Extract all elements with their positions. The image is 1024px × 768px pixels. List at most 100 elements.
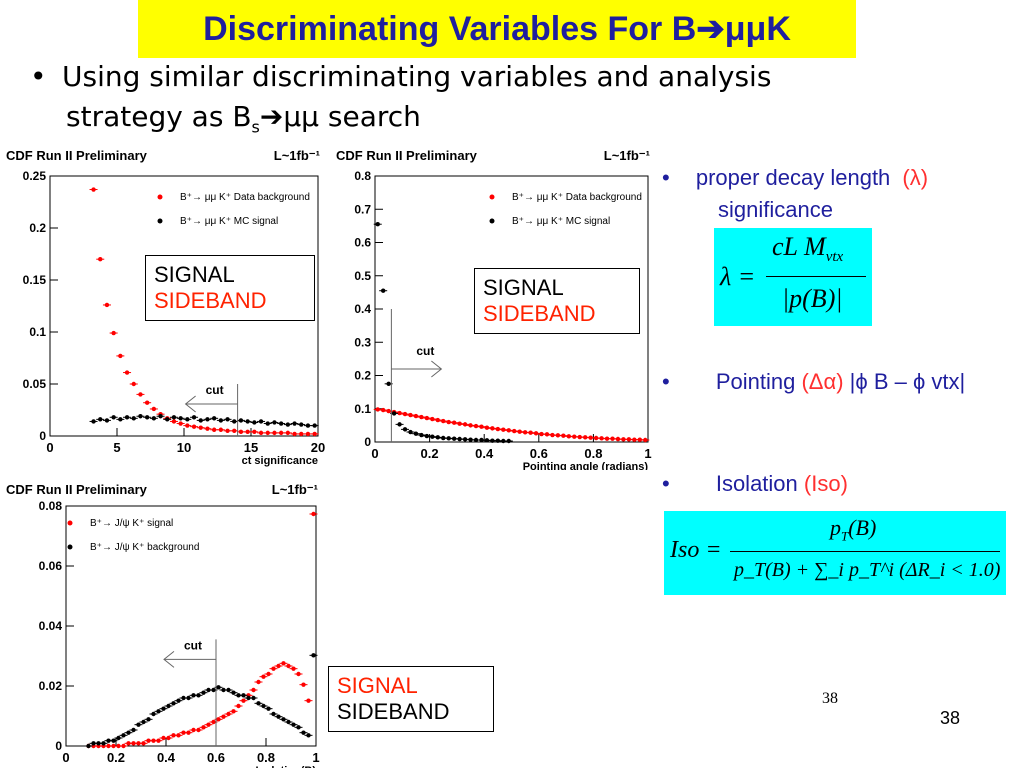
- bullet-text: Isolation: [715, 471, 798, 496]
- data-point: [484, 438, 490, 443]
- data-point: [305, 423, 311, 428]
- data-point: [126, 730, 131, 735]
- data-point: [424, 433, 430, 439]
- data-point: [593, 435, 599, 441]
- data-point: [572, 434, 577, 439]
- formula-denominator: |p(B)|: [782, 284, 843, 313]
- data-point: [216, 717, 221, 722]
- data-point: [265, 421, 270, 426]
- x-tick-label: 10: [177, 440, 191, 455]
- legend-entry: B⁺→ μμ K⁺ MC signal: [180, 216, 278, 227]
- data-point: [238, 429, 244, 435]
- bullet-isolation: • Isolation (Iso): [662, 470, 848, 498]
- data-point: [131, 741, 136, 746]
- bullet-highlight: (Iso): [803, 471, 848, 496]
- data-point: [528, 430, 533, 435]
- data-point: [468, 423, 473, 428]
- data-point: [413, 431, 419, 436]
- data-point: [104, 418, 110, 423]
- pointing-angle-plot: CDF Run II Preliminary L~1fb⁻¹ 0 0.1 0.2 0.3 0…: [336, 148, 652, 470]
- data-point: [245, 419, 250, 424]
- data-point: [141, 719, 146, 725]
- chart-header-right: L~1fb⁻¹: [274, 148, 320, 163]
- bullet-line-2-pre: strategy as B: [66, 100, 252, 133]
- data-point: [91, 419, 96, 424]
- data-point: [413, 413, 419, 419]
- x-tick-label: 0.4: [475, 446, 494, 461]
- ct-significance-plot: CDF Run II Preliminary L~1fb⁻¹ 0 0.05 0.1 0.1…: [6, 148, 325, 467]
- data-point: [301, 730, 306, 735]
- data-point: [299, 431, 304, 437]
- data-point: [271, 711, 276, 717]
- data-point: [98, 257, 103, 262]
- data-point: [196, 727, 201, 733]
- data-point: [111, 738, 116, 743]
- data-point: [86, 743, 91, 749]
- data-point: [98, 417, 103, 422]
- data-point: [391, 411, 397, 416]
- data-point: [198, 418, 203, 423]
- data-point: [473, 423, 479, 429]
- data-point: [281, 661, 286, 666]
- x-tick-label: 0.6: [207, 750, 225, 765]
- formula-lhs: Iso =: [670, 537, 722, 563]
- chart-header-right: L~1fb⁻¹: [272, 482, 318, 497]
- data-point: [566, 434, 572, 439]
- data-point: [408, 412, 413, 418]
- chart-header-left: CDF Run II Preliminary: [6, 148, 148, 163]
- data-point: [241, 698, 246, 703]
- y-tick-label: 0.5: [354, 269, 371, 283]
- data-point: [643, 437, 648, 443]
- y-tick-label: 0.1: [29, 325, 46, 339]
- data-point: [221, 714, 226, 719]
- data-point: [178, 421, 183, 426]
- data-point: [261, 703, 266, 709]
- data-point: [146, 717, 151, 722]
- data-point: [506, 438, 511, 444]
- data-point: [490, 426, 495, 431]
- data-point: [201, 690, 206, 695]
- data-point: [291, 722, 296, 727]
- legend-entry: B⁺→ μμ K⁺ Data background: [180, 192, 310, 203]
- data-point: [539, 431, 544, 437]
- y-tick-label: 0: [364, 435, 371, 449]
- data-point: [191, 727, 196, 733]
- data-point: [615, 436, 621, 442]
- data-point: [131, 416, 136, 421]
- y-tick-label: 0.8: [354, 169, 371, 183]
- bullet-highlight: (Δα): [801, 369, 844, 394]
- chart-header-left: CDF Run II Preliminary: [6, 482, 148, 497]
- legend-marker: [67, 520, 73, 526]
- cut-arrowhead: [163, 650, 175, 668]
- data-point: [281, 717, 286, 722]
- data-point: [258, 419, 264, 424]
- y-tick-label: 0.15: [23, 273, 47, 287]
- data-point: [408, 429, 413, 435]
- data-point: [621, 437, 626, 442]
- data-point: [424, 415, 430, 421]
- data-point: [111, 330, 116, 336]
- data-point: [604, 436, 610, 441]
- data-point: [286, 663, 291, 669]
- numerator-sub: T: [841, 528, 849, 544]
- data-point: [118, 417, 123, 422]
- data-point: [165, 417, 170, 422]
- legend-entry: B⁺→ J/ψ K⁺ background: [90, 542, 199, 553]
- data-point: [201, 725, 206, 730]
- data-point: [375, 407, 380, 412]
- page-number-small: 38: [822, 690, 838, 707]
- data-point: [245, 429, 250, 435]
- data-point: [118, 353, 123, 359]
- data-point: [397, 422, 402, 427]
- data-point: [550, 432, 555, 438]
- y-tick-label: 0.7: [354, 202, 371, 216]
- bullet-line-1: Using similar discriminating variables a…: [62, 60, 772, 93]
- data-point: [146, 738, 151, 743]
- legend-marker: [489, 194, 495, 200]
- sideband-label: SIDEBAND: [483, 301, 596, 326]
- data-point: [236, 693, 241, 698]
- data-point: [106, 743, 111, 749]
- data-point: [158, 414, 163, 419]
- x-tick-label: 15: [244, 440, 258, 455]
- data-point: [138, 414, 143, 419]
